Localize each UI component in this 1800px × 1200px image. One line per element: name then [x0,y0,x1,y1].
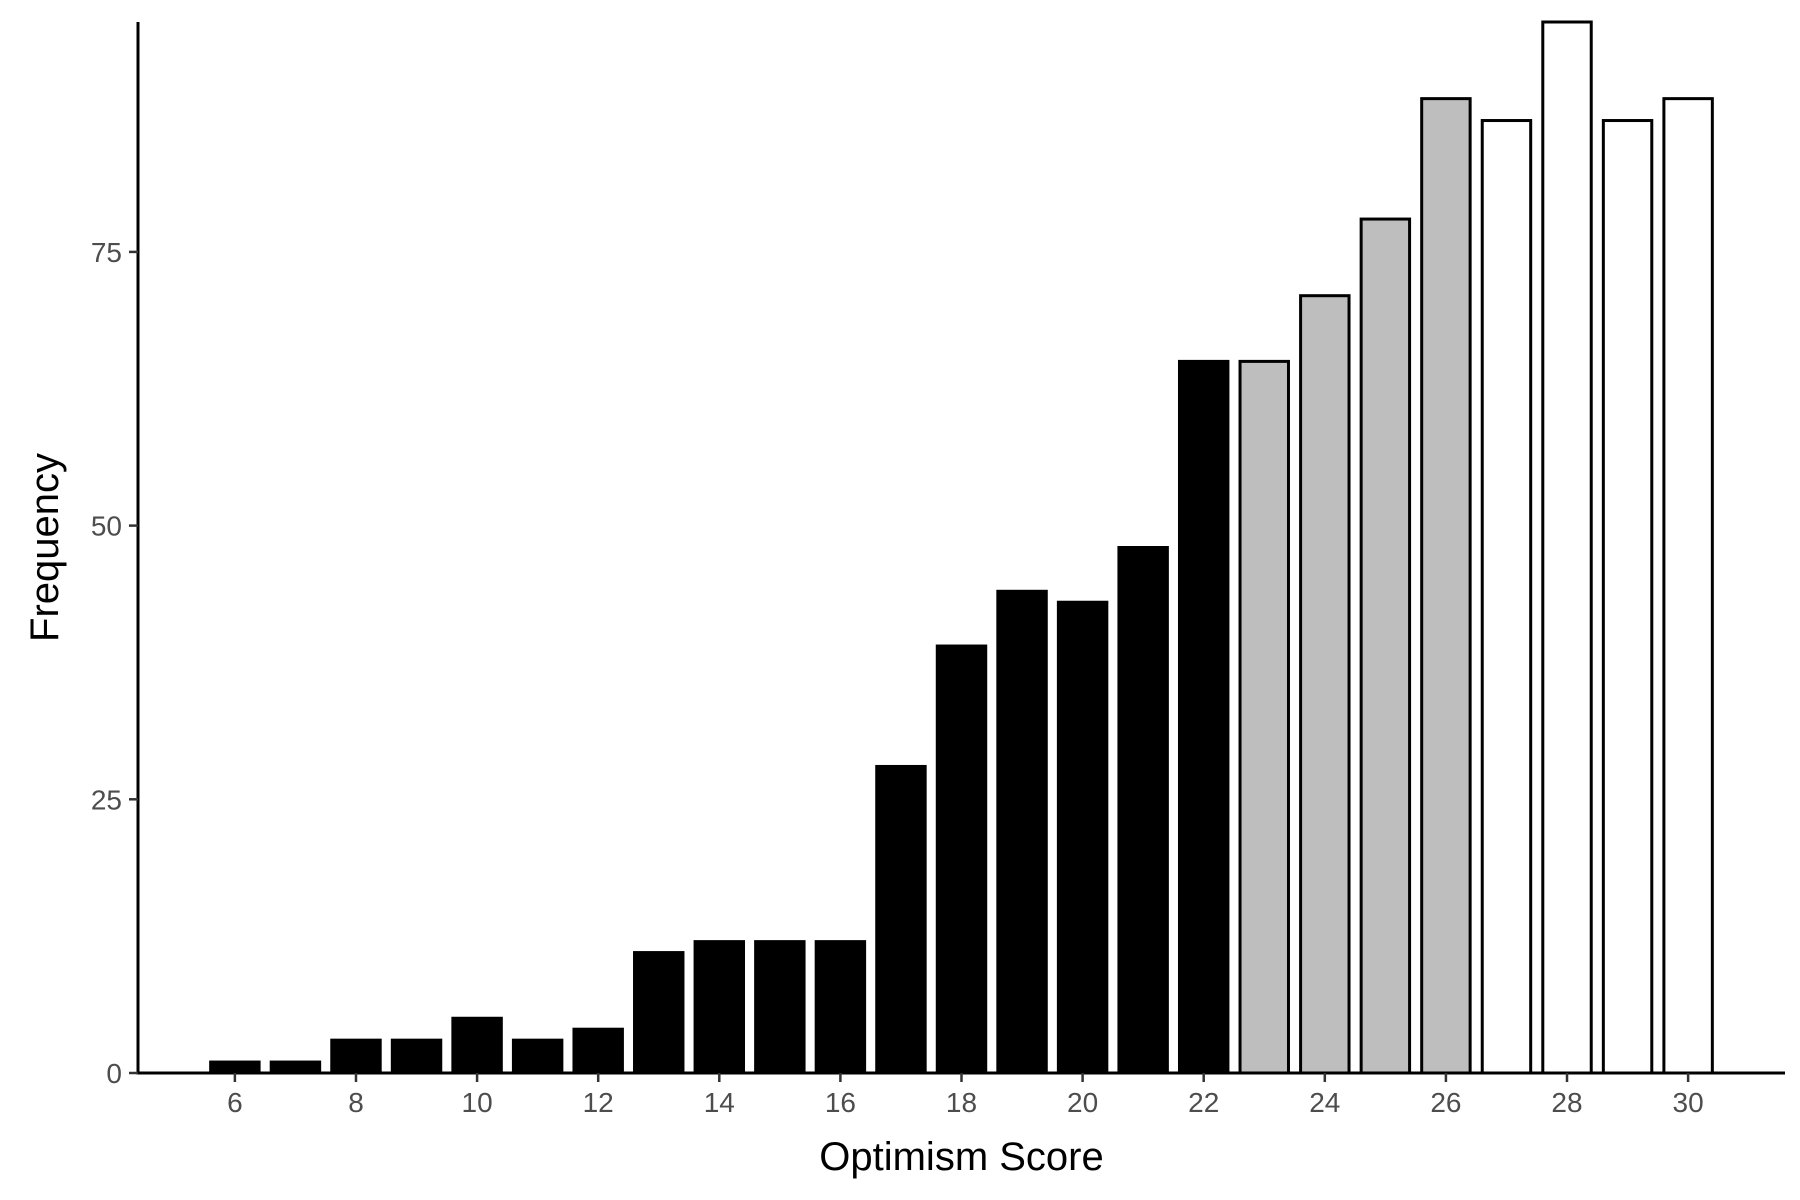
x-tick-label: 8 [348,1087,364,1118]
x-tick-label: 12 [583,1087,614,1118]
x-tick-label: 6 [227,1087,243,1118]
bar-score-25 [1359,217,1412,1075]
bar-score-26 [1420,97,1472,1075]
bar-score-17 [875,764,927,1075]
x-tick-label: 18 [946,1087,977,1118]
x-tick-label: 10 [462,1087,493,1118]
x-tick-label: 16 [825,1087,856,1118]
bar-score-18 [935,644,988,1075]
bar-score-20 [1056,600,1109,1075]
bar-score-21 [1117,546,1169,1075]
bar-score-7 [269,1060,322,1075]
x-tick-label: 24 [1309,1087,1340,1118]
y-axis-ticks: 0 25 50 75 [91,237,138,1089]
bar-score-13 [633,951,685,1075]
bar-score-11 [511,1038,564,1075]
bar-score-15 [754,940,806,1075]
y-axis-title: Frequency [23,453,67,642]
bar-score-16 [814,940,867,1075]
x-axis-ticks: 6 8 10 12 14 16 18 20 22 24 26 28 30 [227,1073,1704,1118]
bar-score-14 [693,940,746,1075]
x-axis-title: Optimism Score [819,1135,1104,1179]
x-tick-label: 28 [1551,1087,1582,1118]
y-tick-label: 50 [91,511,122,542]
y-tick-label: 75 [91,237,122,268]
bar-score-10 [451,1016,503,1075]
bar-score-8 [330,1038,382,1075]
y-tick-label: 0 [106,1058,122,1089]
bar-score-27 [1480,119,1533,1075]
bar-score-12 [572,1027,624,1075]
x-tick-label: 30 [1673,1087,1704,1118]
bar-score-23 [1238,359,1290,1075]
bar-score-19 [996,589,1048,1075]
bar-score-24 [1299,294,1351,1075]
bar-score-29 [1601,119,1654,1075]
bar-score-9 [390,1038,443,1075]
bar-score-28 [1541,20,1593,1075]
y-tick-label: 25 [91,784,122,815]
bar-score-22 [1177,359,1230,1075]
x-tick-label: 20 [1067,1087,1098,1118]
x-tick-label: 22 [1188,1087,1219,1118]
bar-score-30 [1662,97,1714,1075]
bars [209,20,1714,1075]
bar-score-6 [209,1060,261,1075]
x-tick-label: 26 [1430,1087,1461,1118]
x-tick-label: 14 [704,1087,735,1118]
